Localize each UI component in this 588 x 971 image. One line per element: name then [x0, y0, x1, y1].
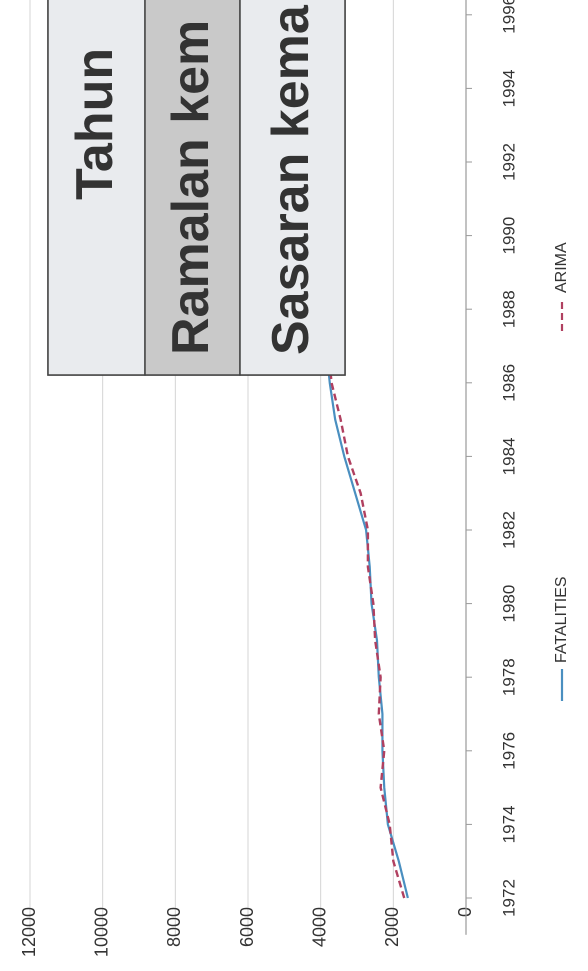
x-tick-label: 1976 — [499, 732, 518, 770]
x-tick-label: 1992 — [499, 143, 518, 181]
x-tick-label: 1994 — [499, 69, 518, 107]
table-text: Ramalan kem — [162, 20, 220, 355]
x-tick-label: 1974 — [499, 805, 518, 843]
legend-label: FATALITIES — [553, 576, 570, 663]
y-tick-label: 10000 — [91, 907, 111, 957]
table-text: Tahun — [66, 48, 124, 200]
x-tick-label: 1996 — [499, 0, 518, 34]
x-tick-label: 1972 — [499, 879, 518, 917]
x-tick-label: 1986 — [499, 364, 518, 402]
y-tick-label: 6000 — [237, 907, 257, 947]
rotated-chart: 0 2000 4000 6000 8000 10000 12000 1972 1974 1976 1… — [19, 0, 570, 957]
y-tick-label: 4000 — [309, 907, 329, 947]
table-text: Sasaran kema — [262, 4, 320, 355]
x-tick-label: 1990 — [499, 217, 518, 255]
x-tick-label: 1984 — [499, 437, 518, 475]
x-tick-label: 1980 — [499, 585, 518, 623]
x-tick-label: 1982 — [499, 511, 518, 549]
y-tick-label: 12000 — [19, 907, 39, 957]
x-tick-label: 1978 — [499, 658, 518, 696]
x-tick-label: 1988 — [499, 290, 518, 328]
series-line — [215, 0, 406, 899]
table-cell — [239, 0, 346, 376]
y-tick-label: 2000 — [382, 907, 402, 947]
y-tick-label: 0 — [455, 907, 475, 917]
legend-label: ARIMA — [553, 242, 570, 293]
y-tick-label: 8000 — [164, 907, 184, 947]
